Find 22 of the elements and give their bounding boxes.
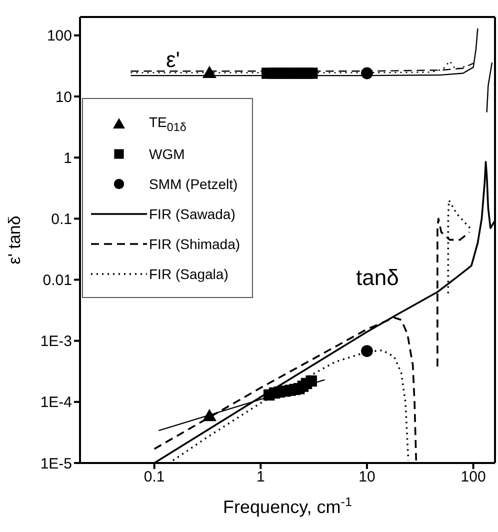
annotation: ε': [166, 47, 180, 72]
legend-label: WGM: [149, 146, 185, 162]
x-tick-label: 10: [358, 468, 376, 486]
x-axis-title: Frequency, cm$^{-1}$: [223, 495, 352, 517]
annotation: tanδ: [356, 265, 399, 290]
legend-label: FIR (Shimada): [149, 236, 240, 252]
y-tick-label: 1E-5: [40, 455, 72, 472]
legend-label: FIR (Sawada): [149, 206, 236, 222]
x-tick-label: 100: [460, 468, 486, 486]
y-tick-label: 1: [64, 150, 72, 167]
y-tick-label: 1E-4: [40, 394, 72, 412]
x-tick-label: 1: [256, 468, 265, 486]
legend-label: TE$_{01δ}$: [149, 114, 186, 134]
y-tick-label: 100: [46, 28, 72, 45]
y-tick-label: 0.01: [42, 272, 72, 290]
legend-label: FIR (Sagala): [149, 266, 228, 282]
y-tick-label: 10: [55, 88, 72, 106]
y-tick-label: 0.1: [51, 210, 72, 228]
y-tick-label: 1E-3: [40, 333, 72, 350]
legend-label: SMM (Petzelt): [149, 176, 238, 192]
y-axis-title: ε' tanδ: [5, 216, 24, 264]
x-tick-label: 0.1: [144, 468, 165, 486]
